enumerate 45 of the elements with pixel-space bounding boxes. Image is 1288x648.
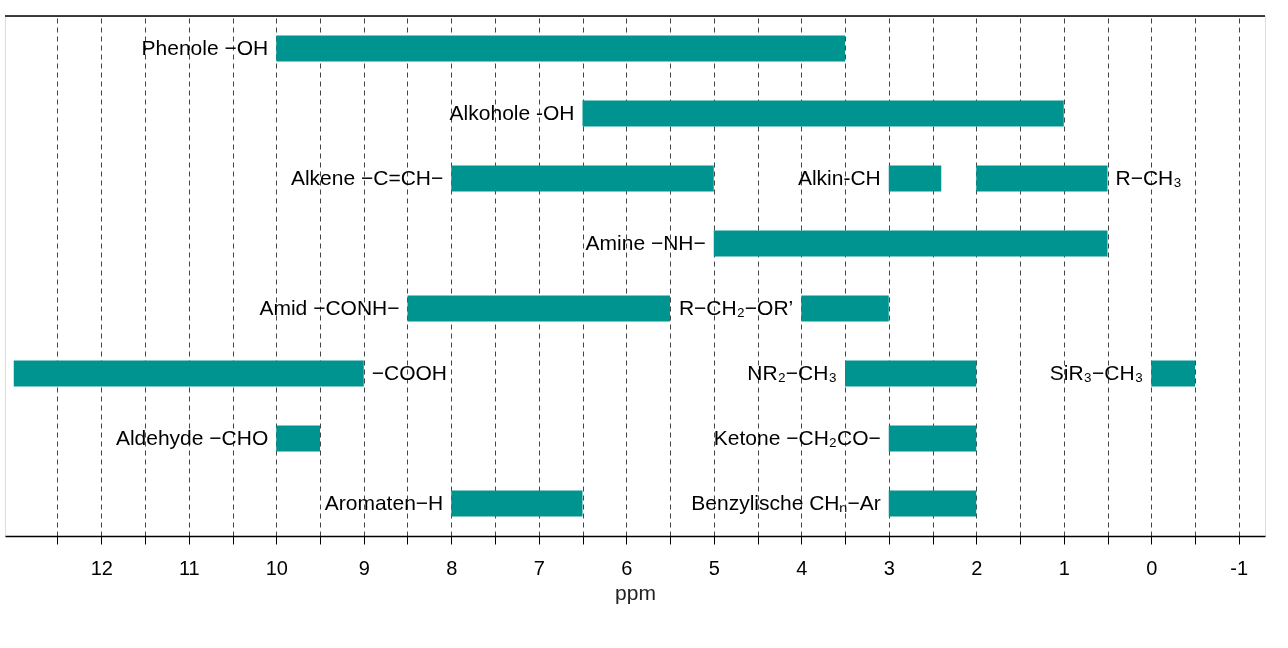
x-tick-label: 4: [796, 556, 808, 579]
data-label: NR₂−CH₃: [747, 360, 837, 384]
x-tick-label: 7: [533, 556, 545, 579]
data-label: Ketone −CH₂CO−: [713, 425, 881, 449]
x-tick-label: 11: [178, 556, 200, 579]
data-label: Alkin-CH: [797, 165, 881, 189]
x-tick-label: 5: [708, 556, 720, 579]
bar: [1151, 360, 1195, 387]
data-label: Benzylische CHₙ−Ar: [691, 490, 881, 514]
x-tick-label: 9: [358, 556, 370, 579]
x-tick-label: 0: [1146, 556, 1158, 579]
bar: [888, 490, 977, 517]
x-tick-label: 2: [971, 556, 983, 579]
data-label: R−CH₂−OR’: [678, 295, 794, 319]
data-label: SiR₃−CH₃: [1049, 360, 1144, 384]
bar: [276, 35, 845, 62]
bar: [845, 360, 977, 387]
bar: [276, 425, 320, 452]
x-tick-label: 1: [1058, 556, 1070, 579]
bar: [451, 165, 714, 192]
bar: [976, 165, 1108, 192]
data-label: Aromaten−H: [324, 490, 444, 514]
x-tick-label: 3: [883, 556, 895, 579]
data-label: Amine −NH−: [585, 230, 706, 254]
x-axis-title: ppm: [615, 580, 656, 604]
data-label: Alkohole -OH: [449, 100, 575, 124]
data-label: R−CH₃: [1115, 165, 1182, 189]
x-tick-label: 12: [90, 556, 113, 579]
data-label: −COOH: [371, 360, 448, 384]
bar: [888, 425, 977, 452]
data-label: Alkene −C=CH−: [290, 165, 444, 189]
bar: [713, 230, 1108, 257]
bar: [13, 360, 364, 387]
bar: [582, 100, 1064, 127]
x-tick-label: 6: [621, 556, 633, 579]
data-label: Amid −CONH−: [259, 295, 400, 319]
bar: [451, 490, 583, 517]
data-label: Aldehyde −CHO: [115, 425, 269, 449]
bar: [888, 165, 942, 192]
data-label: Phenole −OH: [141, 35, 269, 59]
bar: [407, 295, 670, 322]
bar: [801, 295, 889, 322]
x-tick-label: -1: [1230, 556, 1249, 579]
x-tick-label: 8: [446, 556, 458, 579]
x-tick-label: 10: [265, 556, 288, 579]
